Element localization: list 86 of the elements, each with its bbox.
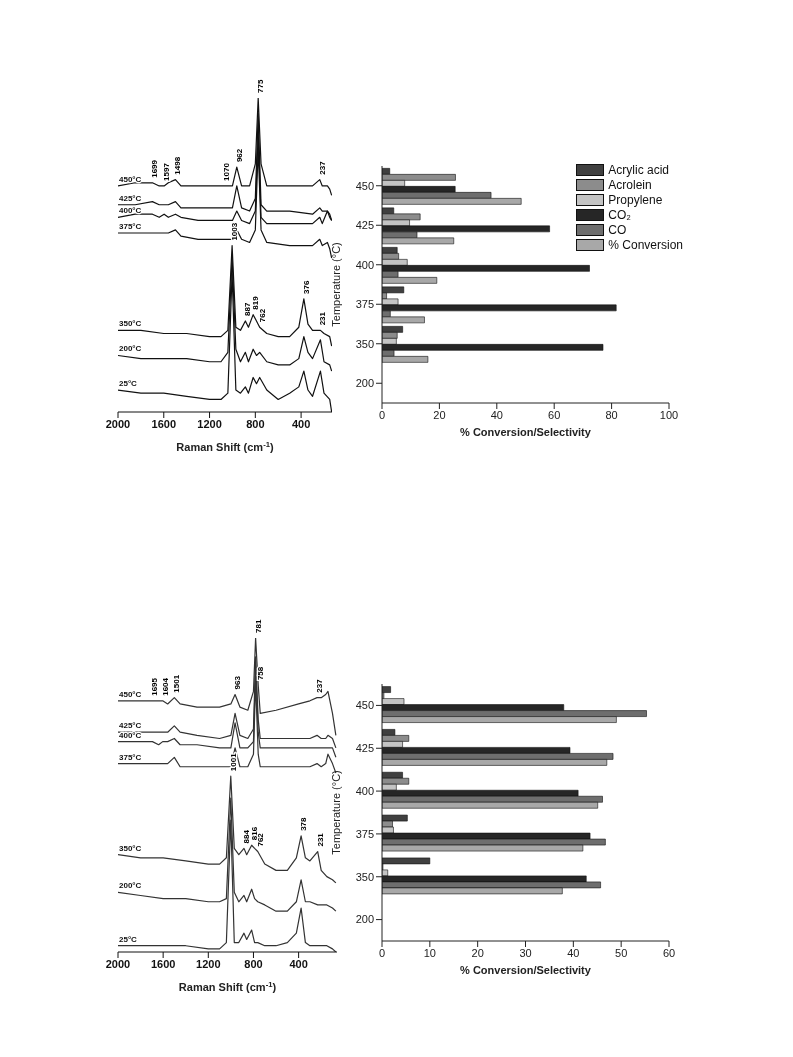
x-tick-label: 40 [490,408,503,421]
annotation: 1597 [162,162,172,181]
y-tick-label: 375 [355,298,374,311]
x-tick-label: 2000 [105,957,131,970]
y-tick-label: 375 [355,827,374,840]
annotation: 378 [299,816,309,831]
y-tick-label: 200 [355,377,374,390]
x-tick-label: 400 [289,957,308,970]
annotation: 1695 [150,677,160,696]
legend-label: Acrolein [608,177,652,192]
x-tick-label: 60 [662,946,676,959]
x-axis-title: % Conversion/Selectivity [460,426,592,438]
x-tick-label: 20 [433,408,446,421]
x-tick-label: 800 [244,957,263,970]
series-label: 400°C [119,730,142,740]
y-axis-title: Temperature (°C) [330,242,342,327]
legend-label: Acrylic acid [608,162,669,177]
y-tick-label: 200 [355,913,374,926]
x-tick-label: 1200 [197,417,222,430]
annotation: 1699 [150,159,160,178]
annotation: 962 [234,148,244,163]
annotation: 1003 [230,222,240,241]
x-tick-label: 800 [246,417,265,430]
annotation: 819 [251,295,261,310]
legend-label: CO [608,222,627,237]
annotation: 1070 [222,162,232,181]
annotation: 237 [315,678,325,693]
series-label: 425°C [119,193,142,203]
series-label: 375°C [119,222,142,232]
x-tick-label: 80 [605,408,618,421]
series-label: 25°C [119,379,138,389]
annotation: 781 [253,619,263,633]
y-axis-title: Temperature (°C) [330,770,342,855]
x-tick-label: 10 [423,946,436,959]
annotation: 231 [315,832,325,847]
series-label: 25°C [119,934,138,944]
series-label: 200°C [119,881,142,891]
annotation: 1001 [228,752,238,772]
x-tick-label: 30 [519,946,532,959]
x-axis-title: Raman Shift (cm$^{-1}$) [178,979,277,993]
x-tick-label: 40 [567,946,580,959]
x-tick-label: 1200 [196,957,221,970]
x-axis-title: % Conversion/Selectivity [460,964,592,976]
x-tick-label: 400 [291,417,311,430]
y-tick-label: 350 [355,337,374,350]
annotation: 887 [243,302,253,316]
series-label: 350°C [119,843,142,853]
y-tick-label: 350 [355,870,374,883]
y-tick-label: 450 [355,699,374,712]
annotation: 376 [301,280,311,294]
series-label: 350°C [119,319,142,329]
y-tick-label: 425 [355,219,374,232]
y-tick-label: 400 [355,258,374,271]
x-tick-label: 1600 [151,417,177,430]
legend-label: % Conversion [608,237,683,252]
annotation: 775 [256,79,266,93]
annotation: 884 [242,829,252,844]
series-label: 425°C [119,721,142,731]
x-tick-label: 60 [548,408,561,421]
series-label: 375°C [119,752,142,762]
legend-label: CO₂ [608,207,631,222]
x-axis-title: Raman Shift (cm$^{-1}$) [176,439,274,453]
annotation: 1498 [173,156,183,175]
y-tick-label: 400 [355,784,374,797]
series-label: 450°C [119,689,142,699]
annotation: 762 [257,308,267,323]
annotation: 816 [249,826,259,841]
annotation: 1501 [172,674,182,693]
annotation: 1604 [160,677,170,696]
annotation: 758 [256,666,266,681]
annotation: 237 [317,160,327,175]
x-tick-label: 1600 [150,957,176,970]
x-tick-label: 100 [659,408,679,421]
x-tick-label: 0 [378,408,386,421]
legend-label: Propylene [608,192,663,207]
x-tick-label: 2000 [105,417,131,430]
annotation: 231 [318,311,328,326]
annotation: 963 [233,675,243,690]
x-tick-label: 0 [378,946,386,959]
series-label: 450°C [119,174,142,184]
x-tick-label: 20 [471,946,484,959]
y-tick-label: 425 [355,742,374,755]
x-tick-label: 50 [615,946,628,959]
series-label: 400°C [119,206,142,216]
series-label: 200°C [119,344,142,354]
y-tick-label: 450 [355,179,374,192]
